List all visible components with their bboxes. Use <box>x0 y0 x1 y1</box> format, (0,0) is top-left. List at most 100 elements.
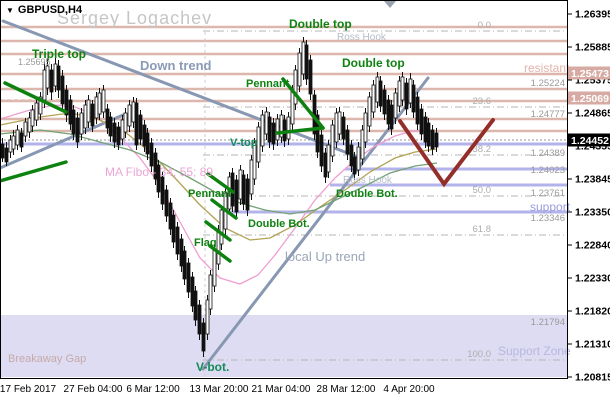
candle-body <box>245 178 250 211</box>
x-axis-label[interactable]: 13 Mar 20:00 <box>190 384 249 395</box>
pennant-upper[interactable] <box>281 77 325 130</box>
candle-body <box>64 89 69 116</box>
triple-top-upper[interactable] <box>3 81 68 114</box>
annotation-text[interactable]: Double Bot. <box>336 188 398 200</box>
pennant-lower[interactable] <box>275 126 325 135</box>
candle-body <box>216 229 221 265</box>
forecast-v[interactable] <box>398 118 495 188</box>
annotation-text[interactable]: V-bot. <box>196 360 229 374</box>
candle-body <box>400 76 405 101</box>
candle-body <box>389 104 394 130</box>
candle-body <box>142 124 147 147</box>
flag-stroke-4[interactable] <box>208 244 232 263</box>
candle-body <box>219 209 224 245</box>
candle-body <box>341 116 346 140</box>
annotation-text[interactable]: Ross Hook <box>343 175 393 186</box>
candle-body <box>116 126 121 146</box>
down-trend-line[interactable] <box>1 19 360 159</box>
price-badge <box>568 66 610 80</box>
candle-body <box>112 122 117 143</box>
symbol-timeframe-text: GBPUSD,H4 <box>17 4 83 16</box>
flag-stroke-1[interactable] <box>206 172 235 194</box>
candle-body <box>397 80 402 107</box>
x-axis-label[interactable]: 4 Apr 20:00 <box>383 384 435 395</box>
symbol-dropdown-icon[interactable]: ▼ <box>6 5 14 15</box>
annotation-text[interactable]: MA Fibo - 34; 55; 89 <box>105 165 213 179</box>
candle-body <box>68 99 73 125</box>
annotation-text[interactable]: Triple top <box>32 47 86 61</box>
fib-level-label: 50.0 <box>473 185 492 196</box>
candle-body <box>337 111 342 135</box>
candle-body <box>34 102 39 121</box>
y-axis-label[interactable]: 1.25885 <box>575 42 610 54</box>
annotation-text[interactable]: Pennant <box>188 188 232 200</box>
candle-body <box>275 118 280 141</box>
x-axis-label[interactable]: 28 Mar 12:00 <box>317 384 376 395</box>
candle-body <box>190 276 195 307</box>
candle-body <box>197 304 202 335</box>
object-price-label: 1.21794 <box>531 317 565 328</box>
price-badge-label: 1.24452 <box>571 135 609 147</box>
candle-body <box>127 104 132 127</box>
author-watermark: Sergey Logachev <box>57 8 213 28</box>
left-rising-line[interactable] <box>0 113 125 170</box>
candle-body <box>290 89 295 125</box>
triple-top-lower[interactable] <box>0 160 68 183</box>
annotation-text[interactable]: Double top <box>342 56 405 70</box>
y-axis-label[interactable]: 1.21820 <box>575 306 610 318</box>
candle-body <box>97 92 102 115</box>
annotation-text[interactable]: Double top <box>289 17 352 31</box>
y-axis-label[interactable]: 1.22840 <box>575 240 610 252</box>
candle-body <box>49 69 54 93</box>
candle-body <box>304 44 309 80</box>
candle-body <box>408 78 413 104</box>
x-axis-label[interactable]: 6 Mar 12:00 <box>126 384 180 395</box>
candle-body <box>15 129 20 146</box>
candle-body <box>138 114 143 140</box>
candle-body <box>382 89 387 115</box>
candle-body <box>423 116 428 143</box>
candle-body <box>38 96 43 115</box>
y-axis-label[interactable]: 1.24865 <box>575 108 610 120</box>
annotation-text[interactable]: Support Zone <box>498 344 571 358</box>
candle-body <box>330 124 335 157</box>
y-axis-label[interactable]: 1.20815 <box>575 372 610 384</box>
annotation-text[interactable]: V-top <box>230 137 258 149</box>
candle-body <box>42 69 47 101</box>
candle-body <box>411 84 416 113</box>
x-axis-label[interactable]: 21 Mar 04:00 <box>252 384 311 395</box>
x-axis-label[interactable]: 27 Feb 04:00 <box>64 384 123 395</box>
candle-body <box>286 116 291 140</box>
candle-body <box>120 119 125 140</box>
annotation-text[interactable]: Double Bot. <box>248 218 310 230</box>
candle-body <box>60 75 65 105</box>
candle-body <box>212 249 217 287</box>
annotation-text[interactable]: local Up trend <box>285 249 365 264</box>
x-axis-label[interactable]: 17 Feb 2017 <box>0 384 57 395</box>
flag-stroke-3[interactable] <box>204 220 232 242</box>
candle-body <box>201 322 206 352</box>
fib-level-label: 38.2 <box>473 144 492 155</box>
candle-body <box>360 129 365 160</box>
annotation-text[interactable]: resistant <box>524 61 570 75</box>
candle-body <box>208 274 213 310</box>
annotation-text[interactable]: Ross Hook <box>337 32 387 43</box>
annotation-text[interactable]: Pennant <box>246 78 290 90</box>
y-axis-label[interactable]: 1.21310 <box>575 339 610 351</box>
annotation-text[interactable]: Down trend <box>140 58 212 73</box>
candle-body <box>393 92 398 119</box>
price-badge <box>568 91 610 105</box>
candle-body <box>323 152 328 178</box>
flag-stroke-2[interactable] <box>210 198 238 220</box>
annotation-text[interactable]: support <box>530 200 571 214</box>
y-axis-label[interactable]: 1.23845 <box>575 174 610 186</box>
y-axis-label[interactable]: 1.22330 <box>575 273 610 285</box>
object-price-label: 1.25695 <box>18 57 51 67</box>
y-axis-label[interactable]: 1.26395 <box>575 9 610 21</box>
annotation-text[interactable]: Flag <box>194 237 217 249</box>
y-axis-label[interactable]: 1.23350 <box>575 207 610 219</box>
annotation-text[interactable]: Breakaway Gap <box>8 353 86 365</box>
candle-body <box>193 290 198 321</box>
